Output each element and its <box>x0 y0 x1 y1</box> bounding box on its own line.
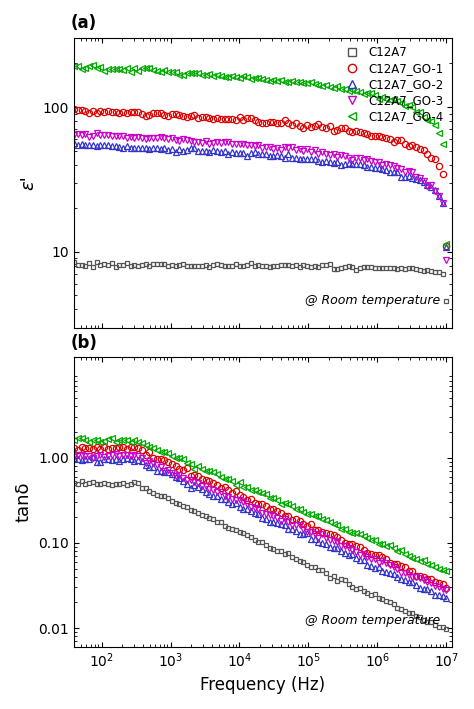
Text: @ Room temperature: @ Room temperature <box>305 294 440 307</box>
X-axis label: Frequency (Hz): Frequency (Hz) <box>201 676 326 694</box>
Y-axis label: ε': ε' <box>19 175 37 190</box>
Text: (b): (b) <box>71 334 97 352</box>
Legend: C12A7, C12A7_GO-1, C12A7_GO-2, C12A7_GO-3, C12A7_GO-4: C12A7, C12A7_GO-1, C12A7_GO-2, C12A7_GO-… <box>335 42 448 128</box>
Y-axis label: tanδ: tanδ <box>15 482 33 523</box>
Text: (a): (a) <box>71 14 97 32</box>
Text: @ Room temperature: @ Room temperature <box>305 614 440 627</box>
